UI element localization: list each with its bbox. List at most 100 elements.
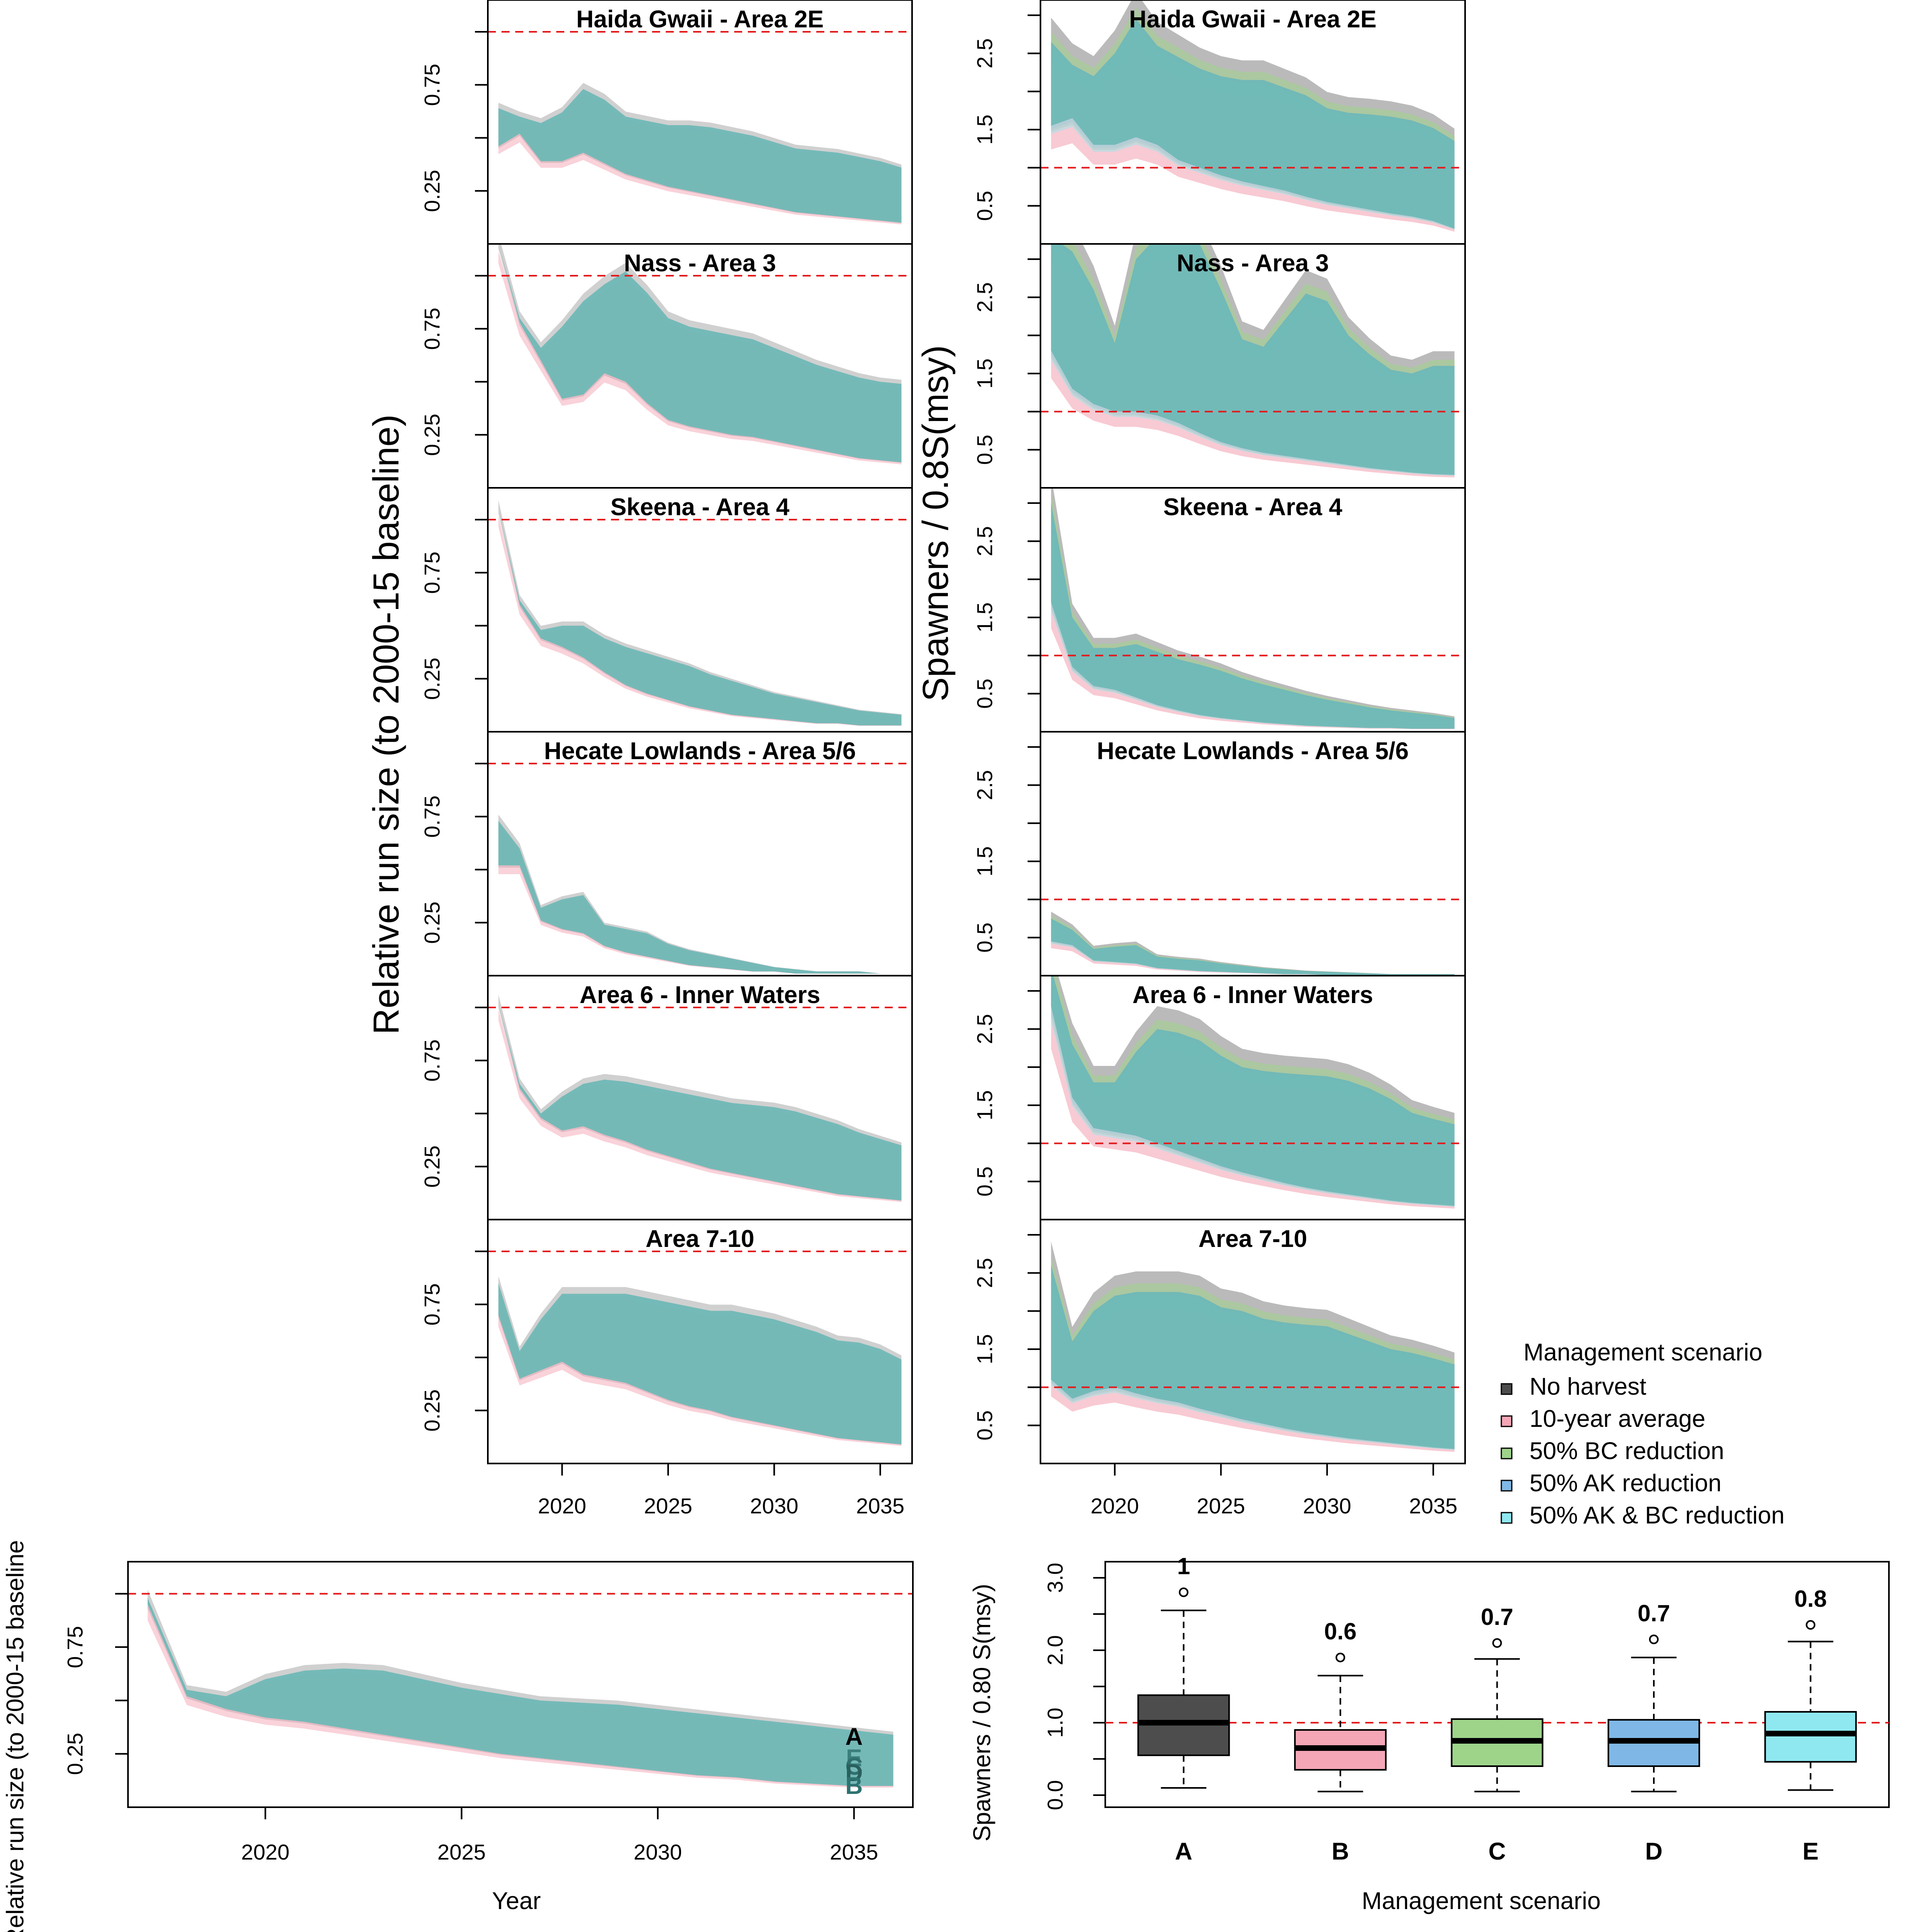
legend-entry: 50% AK reduction: [1530, 1470, 1721, 1496]
x-tick-label: 2030: [634, 1840, 682, 1864]
median-band: [498, 821, 902, 974]
boxplot-panel: 0.01.02.03.0 1A0.6B0.7C0.7D0.8E: [1043, 1553, 1890, 1865]
y-tick-label: 0.25: [420, 902, 444, 944]
panel-title: Nass - Area 3: [1177, 250, 1329, 277]
y-tick-label: 0.25: [420, 1389, 444, 1432]
right-x-axis: 2020 2025 2030 2035: [1091, 1463, 1457, 1518]
box-C: 0.7 C: [1451, 1604, 1544, 1865]
right-panel-5: 0.5 1.5 2.5 Area 7-10: [973, 1219, 1466, 1464]
y-tick-label: 0.5: [973, 1166, 997, 1197]
box-E: 0.8 E: [1764, 1586, 1857, 1865]
median-band: [498, 1003, 902, 1201]
median-band: [498, 509, 902, 726]
y-tick-label: 1.5: [973, 602, 997, 632]
median-band: [1051, 503, 1455, 729]
x-tick-label: 2035: [1409, 1494, 1457, 1518]
median-band: [1051, 919, 1455, 975]
median-band: [498, 244, 902, 462]
panel-title: Haida Gwaii - Area 2E: [576, 6, 824, 33]
right-panel-0: 0.5 1.5 2.5 Haida Gwaii - Area 2E: [973, 0, 1466, 245]
x-tick-label: 2025: [1197, 1494, 1245, 1518]
y-tick-label: 1.5: [973, 1334, 997, 1364]
left-panel-1-plot: [498, 244, 902, 464]
y-tick-label: 1.5: [973, 114, 997, 144]
right-panel-1: 0.5 1.5 2.5 Nass - Area 3: [973, 243, 1466, 489]
y-tick-label: 2.5: [973, 282, 997, 312]
median-band: [1051, 1265, 1455, 1449]
legend: Management scenario No harvest 10-year a…: [1501, 1339, 1785, 1529]
outlier-point: [1806, 1620, 1816, 1630]
legend-entry: No harvest: [1530, 1373, 1646, 1400]
box-A: 1A: [1137, 1553, 1230, 1865]
right-panel-4: 0.5 1.5 2.5 Area 6 - Inner Waters: [973, 975, 1466, 1220]
panel-title: Skeena - Area 4: [1163, 493, 1342, 520]
median-band: [498, 89, 902, 223]
box-stat-label: 0.6: [1324, 1618, 1357, 1645]
legend-entry: 50% AK & BC reduction: [1530, 1502, 1785, 1529]
x-tick-label: 2035: [856, 1494, 904, 1518]
outlier-point: [1492, 1638, 1502, 1648]
y-tick-label: 0.25: [420, 1146, 444, 1188]
x-tick-label: 2035: [830, 1840, 878, 1864]
legend-swatch-50-ak-bc-reduction: [1501, 1512, 1513, 1524]
y-tick-label: 0.0: [1043, 1780, 1067, 1810]
x-tick-label: 2025: [438, 1840, 486, 1864]
box-body: [1764, 1711, 1857, 1763]
y-tick-label: 0.75: [420, 795, 444, 838]
left-panel-3-plot: [498, 814, 902, 974]
left-panel-2-plot: [498, 500, 902, 726]
end-letter: A: [845, 1723, 863, 1750]
right-panel-5-plot: [1051, 1241, 1455, 1452]
right-panel-0-plot: [1051, 0, 1455, 232]
legend-swatch-no-harvest: [1501, 1383, 1513, 1395]
x-tick-label: 2020: [1091, 1494, 1139, 1518]
category-label: C: [1488, 1838, 1506, 1865]
left-panel-5: 0.25 0.75 Area 7-10: [420, 1219, 913, 1464]
aggregate-panel-plot: [147, 1589, 894, 1788]
y-tick-label: 0.5: [973, 679, 997, 709]
box-stat-label: 0.7: [1638, 1600, 1670, 1627]
panel-frame: [1104, 1561, 1890, 1808]
panel-title: Nass - Area 3: [624, 250, 776, 277]
right-panel-3-plot: [1051, 911, 1455, 975]
panel-title: Hecate Lowlands - Area 5/6: [1097, 737, 1409, 764]
legend-title: Management scenario: [1523, 1339, 1763, 1366]
scenario-band: [498, 516, 902, 726]
category-label: D: [1645, 1838, 1662, 1865]
box-D: 0.7 D: [1607, 1600, 1700, 1865]
right-panel-4-plot: [1051, 976, 1455, 1209]
y-tick-label: 1.5: [973, 846, 997, 876]
y-tick-label: 0.75: [420, 64, 444, 106]
end-letter: D: [845, 1759, 863, 1786]
aggregate-ylabel: Relative run size (to 2000-15 baseline: [2, 1540, 29, 1932]
y-tick-label: 1.5: [973, 358, 997, 388]
left-panel-1: 0.25 0.75 Nass - Area 3: [420, 243, 913, 489]
category-label: B: [1331, 1838, 1349, 1865]
left-panel-4: 0.25 0.75 Area 6 - Inner Waters: [420, 975, 913, 1220]
y-tick-label: 2.5: [973, 1258, 997, 1288]
x-tick-label: 2020: [241, 1840, 289, 1864]
box-stat-label: 0.8: [1794, 1586, 1827, 1612]
box-B: 0.6 B: [1294, 1618, 1387, 1865]
right-panel-2-plot: [1051, 488, 1455, 729]
y-tick-label: 2.5: [973, 526, 997, 556]
y-tick-label: 0.5: [973, 191, 997, 221]
median-band: [1051, 19, 1455, 229]
outlier-point: [1335, 1653, 1346, 1662]
y-tick-label: 2.0: [1043, 1635, 1067, 1665]
boxplot-ylabel: Spawners / 0.80 S(msy): [968, 1584, 995, 1841]
x-tick-label: 2030: [750, 1494, 798, 1518]
legend-entry: 10-year average: [1530, 1405, 1705, 1432]
x-tick-label: 2025: [644, 1494, 692, 1518]
legend-swatch-50-ak-reduction: [1501, 1480, 1513, 1492]
left-panel-4-plot: [498, 995, 902, 1202]
y-tick-label: 2.5: [973, 1014, 997, 1044]
median-band: [1051, 244, 1455, 475]
category-label: E: [1802, 1838, 1818, 1865]
panel-title: Haida Gwaii - Area 2E: [1129, 6, 1377, 33]
right-panel-1-plot: [1051, 244, 1455, 478]
panel-title: Area 6 - Inner Waters: [580, 981, 820, 1008]
panel-title: Hecate Lowlands - Area 5/6: [544, 737, 856, 764]
y-tick-label: 0.25: [420, 414, 444, 456]
